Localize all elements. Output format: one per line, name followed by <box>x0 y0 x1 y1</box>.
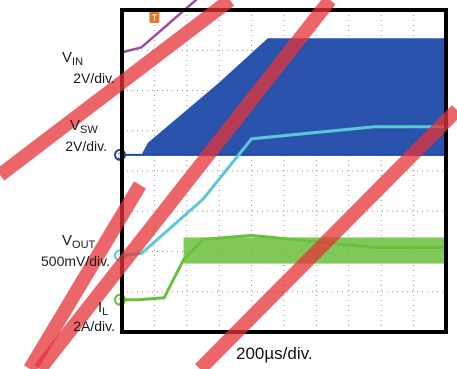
vsw-scale: 2V/div. <box>65 138 107 154</box>
il-label: IL <box>98 299 109 318</box>
vin-label: VIN <box>62 49 84 68</box>
watermark-stroke <box>23 181 147 369</box>
vin-scale: 2V/div. <box>73 70 115 86</box>
watermark-stroke <box>195 105 457 369</box>
vsw-label: VSW <box>70 117 98 136</box>
il-scale: 2A/div. <box>73 318 115 334</box>
scope-frame <box>120 8 448 334</box>
vout-label: VOUT <box>62 232 96 251</box>
timebase-label: 200µs/div. <box>236 344 313 363</box>
series-vsw-envelope <box>122 38 446 155</box>
vout-scale: 500mV/div. <box>41 253 110 269</box>
trigger-marker-label: T <box>152 13 158 23</box>
series-vin <box>121 0 198 54</box>
trigger-marker <box>149 11 160 23</box>
watermark-stroke <box>0 0 235 181</box>
watermark-stroke <box>34 0 336 369</box>
